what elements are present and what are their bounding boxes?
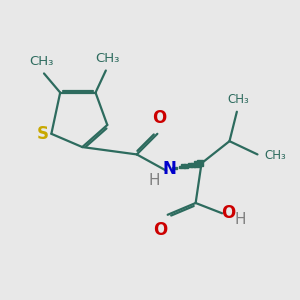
Text: H: H bbox=[234, 212, 246, 227]
Text: CH₃: CH₃ bbox=[227, 93, 249, 106]
Text: CH₃: CH₃ bbox=[95, 52, 119, 65]
Text: CH₃: CH₃ bbox=[265, 149, 286, 162]
Text: O: O bbox=[152, 109, 166, 127]
Text: O: O bbox=[221, 204, 235, 222]
Text: S: S bbox=[37, 125, 49, 143]
Text: H: H bbox=[148, 173, 160, 188]
Text: N: N bbox=[162, 160, 176, 178]
Text: CH₃: CH₃ bbox=[29, 55, 53, 68]
Text: O: O bbox=[153, 221, 167, 239]
